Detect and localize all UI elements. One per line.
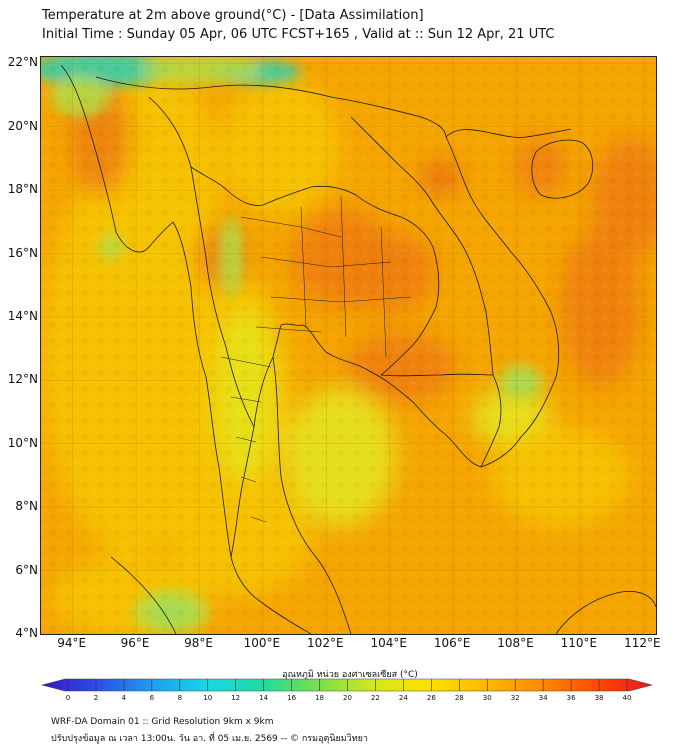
- map-title: Temperature at 2m above ground(°C) - [Da…: [42, 8, 424, 23]
- colorbar-tick-label: 10: [203, 694, 213, 702]
- lat-label: 16°N: [7, 245, 38, 260]
- coastline-vietnam-south: [445, 136, 560, 468]
- colorbar-tick-label: 22: [370, 694, 380, 702]
- lon-label: 104°E: [370, 636, 407, 650]
- coastline-gulf-north: [280, 323, 414, 403]
- lon-label: 110°E: [560, 636, 598, 650]
- coastline-myanmar: [60, 64, 232, 558]
- colorbar-gradient: [40, 678, 654, 692]
- lon-label: 108°E: [497, 636, 534, 650]
- coastline-cambodia: [412, 401, 482, 468]
- lon-label: 112°E: [624, 636, 661, 650]
- footer-model-info: WRF-DA Domain 01 :: Grid Resolution 9km …: [51, 717, 274, 727]
- border-cambodia: [380, 373, 502, 468]
- lon-label: 96°E: [120, 636, 150, 650]
- colorbar-tick-label: 28: [454, 694, 464, 702]
- field-texture: [41, 57, 656, 634]
- colorbar-tick-label: 20: [343, 694, 352, 702]
- lat-lon-gridlines: [41, 57, 656, 634]
- province-lines: [220, 196, 412, 523]
- coastline-malay-east: [272, 356, 352, 634]
- border-thailand: [190, 166, 440, 376]
- lon-label: 106°E: [433, 636, 471, 650]
- colorbar-tick-label: 36: [566, 694, 576, 702]
- colorbar-tick-label: 34: [538, 694, 548, 702]
- coastline-borneo: [555, 590, 656, 634]
- country-boundaries: [60, 64, 656, 634]
- colorbar-tick-label: 40: [622, 694, 632, 702]
- coastline-malay-peninsula: [230, 556, 312, 634]
- border-china: [95, 76, 447, 138]
- lat-label: 6°N: [15, 562, 38, 577]
- lat-label: 14°N: [7, 308, 38, 323]
- map-canvas: [41, 57, 656, 634]
- colorbar-tick-label: 12: [231, 694, 241, 702]
- colorbar-tick-label: 26: [426, 694, 436, 702]
- footer-update-info: ปรับปรุงข้อมูล ณ เวลา 13:00น. วัน อา. ที…: [51, 734, 368, 744]
- coastline-sumatra: [110, 556, 177, 634]
- temperature-map[interactable]: [40, 56, 657, 635]
- colorbar-tick-label: 24: [398, 694, 408, 702]
- colorbar-tick-label: 6: [149, 694, 155, 702]
- lat-label: 10°N: [7, 435, 38, 450]
- colorbar: [40, 678, 654, 692]
- colorbar-tick-label: 8: [177, 694, 183, 702]
- colorbar-tick-label: 16: [287, 694, 297, 702]
- lat-label: 20°N: [7, 118, 38, 133]
- colorbar-tick-label: 2: [93, 694, 99, 702]
- lon-label: 102°E: [307, 636, 344, 650]
- border-laos-vietnam: [350, 116, 494, 376]
- coastline-andaman: [230, 426, 255, 558]
- colorbar-tick-label: 38: [594, 694, 604, 702]
- lat-label: 22°N: [7, 55, 38, 70]
- coastline-tonkin: [445, 128, 572, 138]
- lon-label: 94°E: [57, 636, 87, 650]
- border-myanmar-thailand: [148, 96, 255, 428]
- colorbar-tick-label: 32: [510, 694, 520, 702]
- lat-label: 8°N: [15, 499, 38, 514]
- lat-label: 18°N: [7, 182, 38, 197]
- lat-label: 12°N: [7, 372, 38, 387]
- colorbar-tick-label: 18: [315, 694, 324, 702]
- colorbar-tick-label: 4: [121, 694, 127, 702]
- lon-label: 98°E: [184, 636, 213, 650]
- lat-label: 4°N: [15, 626, 38, 640]
- colorbar-tick-label: 14: [259, 694, 269, 702]
- colorbar-tick-label: 0: [65, 694, 71, 702]
- map-subtitle: Initial Time : Sunday 05 Apr, 06 UTC FCS…: [42, 27, 555, 42]
- coastline-hainan: [531, 139, 594, 199]
- colorbar-title: อุณหภูมิ หน่วย องศาเซลเซียส (°C): [282, 670, 418, 680]
- colorbar-tick-label: 30: [482, 694, 492, 702]
- lon-label: 100°E: [243, 636, 281, 650]
